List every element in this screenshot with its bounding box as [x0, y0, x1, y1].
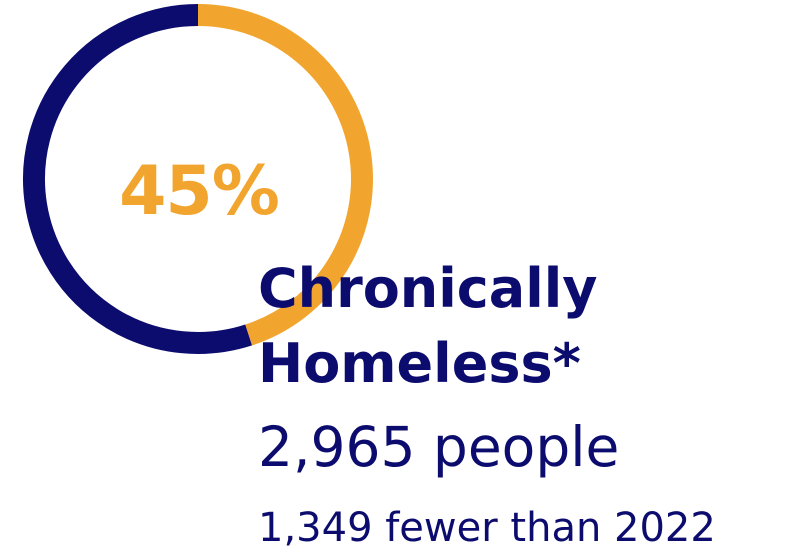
stat-label-line-2: Homeless*	[258, 332, 581, 395]
percent-label: 45%	[119, 152, 280, 231]
stat-label-line-1: Chronically	[258, 257, 598, 320]
people-count: 2,965 people	[258, 415, 620, 479]
change-from-2022: 1,349 fewer than 2022	[258, 505, 716, 551]
arc-value	[197, 4, 373, 346]
arc-remainder	[23, 4, 253, 354]
